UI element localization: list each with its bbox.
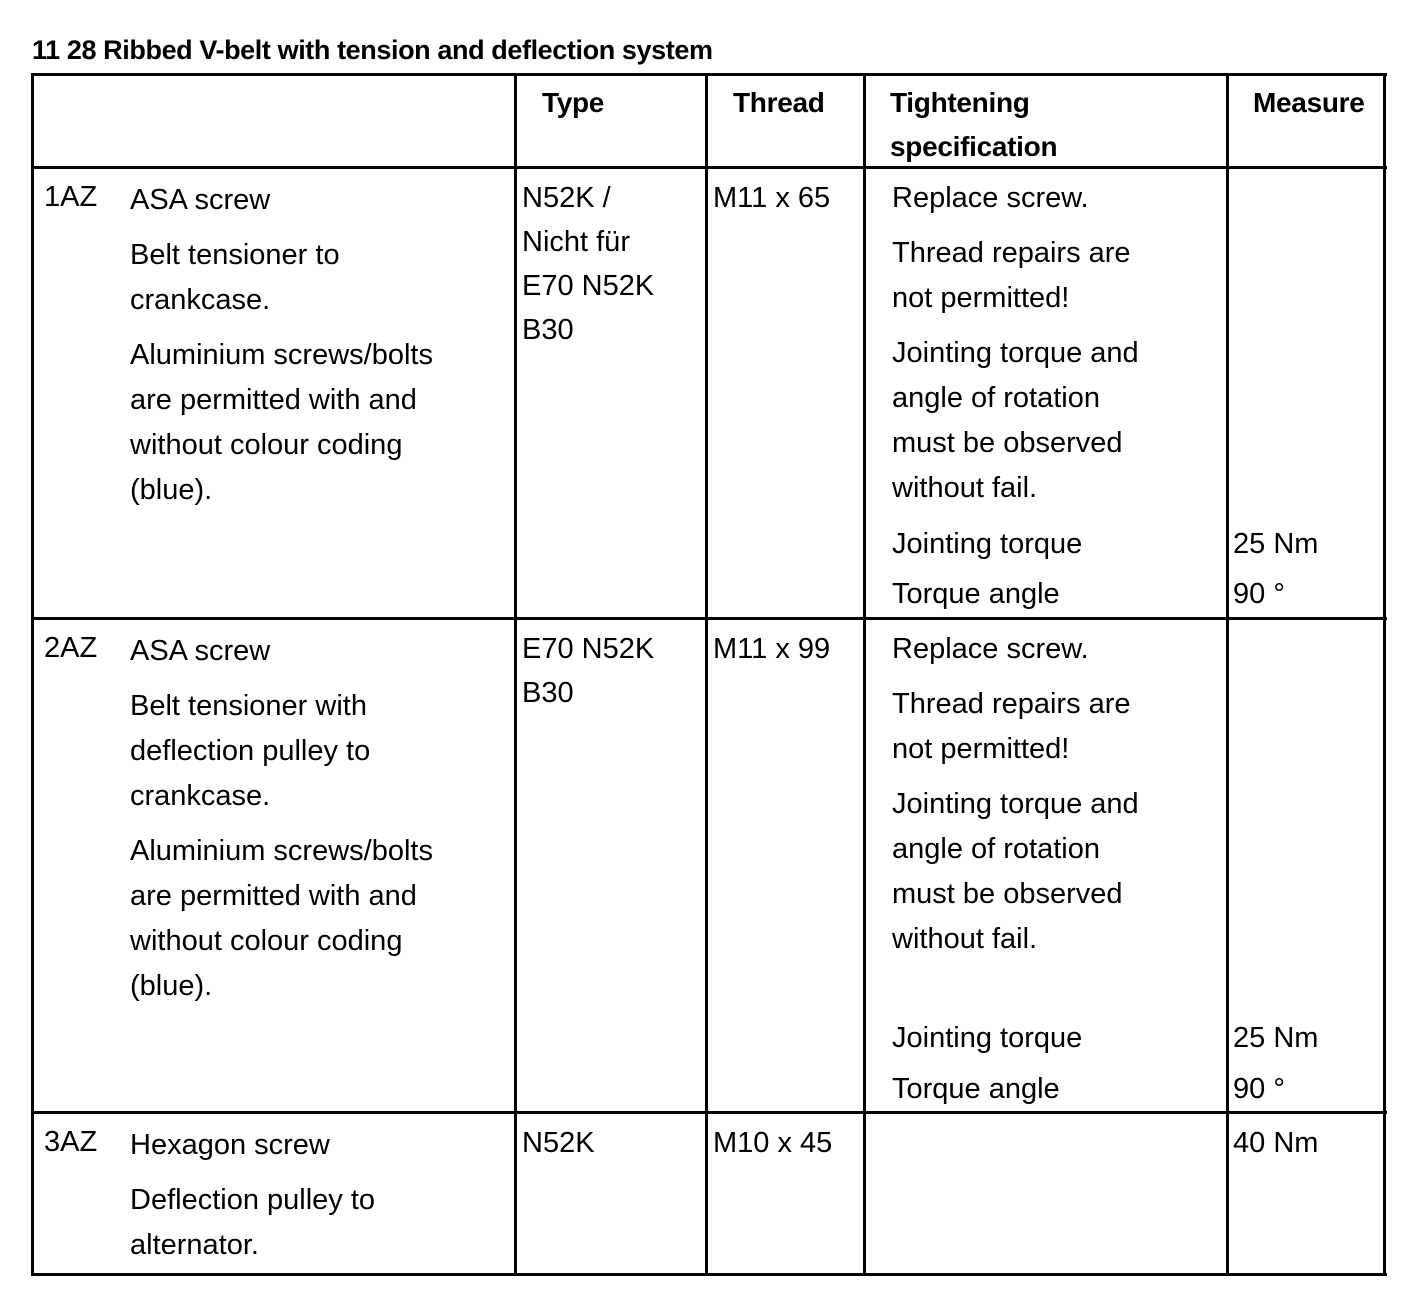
text-line: Belt tensioner to <box>130 239 340 271</box>
measure-value: 40 Nm <box>1233 1127 1319 1159</box>
angle-label: Torque angle <box>892 578 1060 610</box>
row-spec: Replace screw. Thread repairs are not per… <box>892 627 1139 972</box>
description-para: Aluminium screws/bolts are permitted with… <box>130 829 433 1009</box>
spec-para: Replace screw. <box>892 633 1089 665</box>
text-line: B30 <box>522 677 574 709</box>
text-line: crankcase. <box>130 780 271 812</box>
table-border-top <box>31 73 1387 76</box>
row-divider <box>31 166 1387 169</box>
header-type: Type <box>542 87 605 118</box>
row-thread: M11 x 65 <box>713 182 831 214</box>
text-line: E70 N52K <box>522 633 655 665</box>
text-line: must be observed <box>892 878 1123 910</box>
text-line: B30 <box>522 314 574 346</box>
text-line: alternator. <box>130 1229 259 1261</box>
row-type: N52K / Nicht für E70 N52K B30 <box>522 176 654 352</box>
text-line: Jointing torque and <box>892 788 1139 820</box>
description-para: Belt tensioner with deflection pulley to c… <box>130 684 433 819</box>
text-line: without colour coding <box>130 429 403 461</box>
header-measure-text: Measure <box>1253 87 1365 118</box>
description-para: Deflection pulley to alternator. <box>130 1178 375 1268</box>
row-description: Hexagon screw Deflection pulley to altern… <box>130 1123 375 1278</box>
page-title: 11 28 Ribbed V-belt with tension and def… <box>32 35 713 65</box>
text-line: Nicht für <box>522 226 630 258</box>
row-thread: M11 x 99 <box>713 633 831 665</box>
header-thread: Thread <box>733 87 825 118</box>
text-line: Thread repairs are <box>892 237 1131 269</box>
text-line: Aluminium screws/bolts <box>130 339 433 371</box>
table-border-bottom <box>31 1273 1387 1276</box>
description-para: Belt tensioner to crankcase. <box>130 233 433 323</box>
spec-para: Jointing torque and angle of rotation must… <box>892 782 1139 962</box>
text-line: angle of rotation <box>892 382 1100 414</box>
header-spec: Tightening specification <box>890 81 1058 169</box>
row-thread: M10 x 45 <box>713 1127 833 1159</box>
text-line: Jointing torque and <box>892 337 1139 369</box>
column-divider <box>863 73 866 1276</box>
text-line: Aluminium screws/bolts <box>130 835 433 867</box>
text-line: N52K / <box>522 182 611 214</box>
row-description: ASA screw Belt tensioner to crankcase. Al… <box>130 178 433 523</box>
text-line: Belt tensioner with <box>130 690 367 722</box>
description-para: Aluminium screws/bolts are permitted with… <box>130 333 433 513</box>
spec-para: Jointing torque and angle of rotation must… <box>892 331 1139 511</box>
text-line: without fail. <box>892 472 1038 504</box>
part-name: Hexagon screw <box>130 1129 330 1161</box>
row-type: N52K <box>522 1127 595 1159</box>
spec-para: Thread repairs are not permitted! <box>892 231 1139 321</box>
text-line: are permitted with and <box>130 384 417 416</box>
spec-para: Thread repairs are not permitted! <box>892 682 1139 772</box>
text-line: angle of rotation <box>892 833 1100 865</box>
row-divider <box>31 1111 1387 1114</box>
column-divider <box>514 73 517 1276</box>
torque-label: Jointing torque <box>892 528 1083 560</box>
text-line: Thread repairs are <box>892 688 1131 720</box>
row-divider <box>31 617 1387 620</box>
row-id: 2AZ <box>44 632 98 664</box>
angle-label: Torque angle <box>892 1073 1060 1105</box>
header-spec-line2: specification <box>890 131 1058 162</box>
part-name: ASA screw <box>130 635 271 667</box>
text-line: deflection pulley to <box>130 735 371 767</box>
part-name: ASA screw <box>130 184 271 216</box>
column-divider <box>705 73 708 1276</box>
header-spec-line1: Tightening <box>890 87 1030 118</box>
angle-value: 90 ° <box>1233 1073 1285 1105</box>
torque-label: Jointing torque <box>892 1022 1083 1054</box>
text-line: (blue). <box>130 474 213 506</box>
text-line: not permitted! <box>892 733 1070 765</box>
row-type: E70 N52K B30 <box>522 627 654 715</box>
row-spec: Replace screw. Thread repairs are not per… <box>892 176 1139 521</box>
torque-value: 25 Nm <box>1233 1022 1319 1054</box>
text-line: not permitted! <box>892 282 1070 314</box>
text-line: without fail. <box>892 923 1038 955</box>
text-line: (blue). <box>130 970 213 1002</box>
text-line: must be observed <box>892 427 1123 459</box>
row-description: ASA screw Belt tensioner with deflection … <box>130 629 433 1019</box>
angle-value: 90 ° <box>1233 578 1285 610</box>
column-divider <box>1226 73 1229 1276</box>
table-border-right <box>1383 73 1386 1276</box>
row-id: 3AZ <box>44 1126 98 1158</box>
torque-value: 25 Nm <box>1233 528 1319 560</box>
table-border-left <box>31 73 34 1276</box>
text-line: Deflection pulley to <box>130 1184 376 1216</box>
row-id: 1AZ <box>44 181 98 213</box>
text-line: without colour coding <box>130 925 403 957</box>
header-measure: Measure <box>1253 81 1383 125</box>
spec-para: Replace screw. <box>892 182 1089 214</box>
text-line: crankcase. <box>130 284 271 316</box>
text-line: are permitted with and <box>130 880 417 912</box>
text-line: E70 N52K <box>522 270 655 302</box>
